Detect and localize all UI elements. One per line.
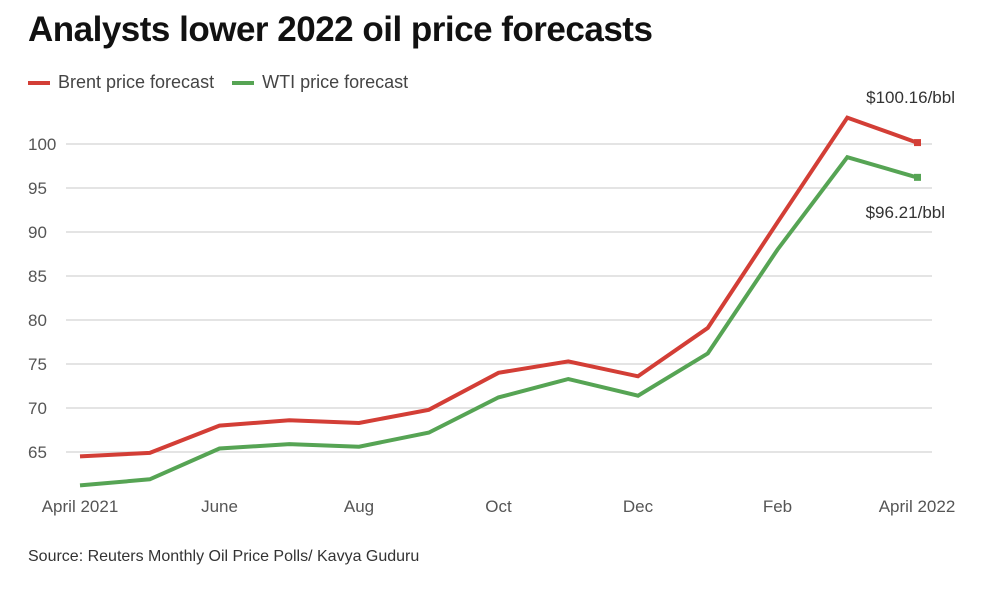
x-tick-label: April 2022 (879, 497, 956, 516)
legend-item-brent: Brent price forecast (28, 72, 214, 93)
y-tick-label: 75 (28, 355, 47, 374)
y-tick-label: 70 (28, 399, 47, 418)
series-line-brent (79, 115, 918, 459)
y-tick-label: 80 (28, 311, 47, 330)
y-tick-label: 85 (28, 267, 47, 286)
legend-label-wti: WTI price forecast (262, 72, 409, 92)
y-tick-label: 95 (28, 179, 47, 198)
x-tick-label: June (201, 497, 238, 516)
series-line-wti (79, 154, 918, 488)
legend-label-brent: Brent price forecast (58, 72, 215, 92)
brent-end-label: $100.16/bbl (866, 88, 955, 107)
legend-item-wti: WTI price forecast (232, 72, 408, 93)
x-tick-label: April 2021 (42, 497, 119, 516)
chart-title: Analysts lower 2022 oil price forecasts (28, 10, 653, 49)
x-tick-label: Dec (623, 497, 654, 516)
source-note: Source: Reuters Monthly Oil Price Polls/… (28, 548, 420, 565)
x-tick-label: Aug (344, 497, 374, 516)
legend-swatch-wti (232, 80, 255, 85)
legend: Brent price forecast WTI price forecast (28, 72, 408, 93)
x-tick-label: Oct (485, 497, 512, 516)
x-tick-label: Feb (763, 497, 792, 516)
line-chart: 65 70 75 80 85 90 95 100 April 2021 June Aug Oct Dec… (28, 88, 956, 516)
legend-swatch-brent (28, 80, 50, 85)
y-tick-label: 65 (28, 443, 47, 462)
y-tick-label: 100 (28, 135, 56, 154)
series-end-marker (914, 139, 921, 147)
y-tick-label: 90 (28, 223, 47, 242)
series-end-marker (914, 173, 921, 181)
wti-end-label: $96.21/bbl (866, 203, 945, 222)
